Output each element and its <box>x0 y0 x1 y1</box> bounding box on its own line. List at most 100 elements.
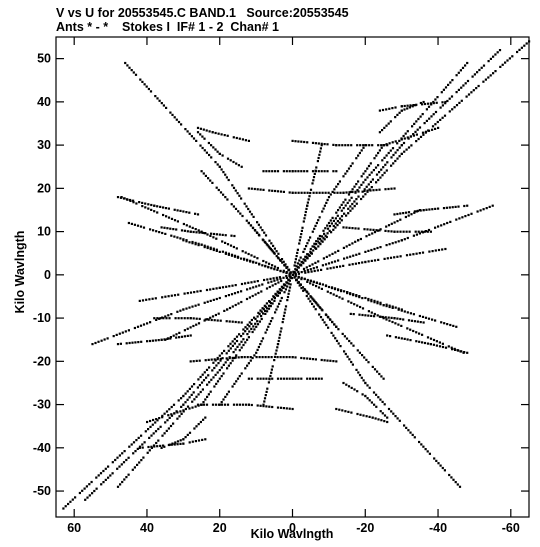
uv-track-point <box>449 220 452 223</box>
uv-track-point <box>78 491 81 495</box>
uv-arc-point <box>166 337 169 340</box>
uv-track-point <box>238 349 241 352</box>
uv-track-point <box>489 57 492 60</box>
uv-track-point <box>436 120 439 124</box>
uv-track-point <box>319 237 322 240</box>
uv-arc-point <box>383 126 386 129</box>
uv-arc-point <box>457 205 460 208</box>
uv-track-point <box>420 443 423 446</box>
uv-track-point <box>428 250 431 253</box>
uv-track-point <box>123 450 126 453</box>
uv-arc-point <box>262 377 265 380</box>
uv-track-point <box>455 74 458 77</box>
uv-arc-point <box>413 210 416 213</box>
uv-track-point <box>111 461 114 464</box>
uv-track-point <box>285 266 288 269</box>
uv-track-point <box>467 93 471 96</box>
uv-track-point <box>511 55 514 58</box>
uv-arc-point <box>300 356 303 360</box>
uv-arc-point <box>189 230 192 233</box>
plot-title: V vs U for 20553545.C BAND.1 Source:2055… <box>56 6 349 20</box>
uv-track-point <box>298 259 301 262</box>
uv-arc-point <box>421 341 424 344</box>
uv-arc-point <box>235 162 238 165</box>
uv-track-point <box>197 242 200 245</box>
uv-arc-point <box>173 208 176 211</box>
uv-track-point <box>370 248 373 252</box>
uv-arc-point <box>318 191 321 194</box>
uv-arc-point <box>162 444 165 447</box>
uv-track-point <box>206 318 209 321</box>
uv-track-point <box>268 300 271 303</box>
uv-arc-point <box>256 404 259 407</box>
uv-track-point <box>206 383 209 386</box>
uv-track-point <box>161 231 164 235</box>
uv-track-point <box>419 135 423 138</box>
uv-arc-point <box>326 170 329 173</box>
uv-track-point <box>233 292 237 295</box>
uv-track-point <box>358 295 361 298</box>
uv-track-point <box>133 223 136 226</box>
uv-track-point <box>128 445 131 448</box>
uv-track-point <box>447 345 450 348</box>
uv-track-point <box>165 106 168 109</box>
uv-track-point <box>360 197 363 201</box>
uv-track-point <box>269 302 273 305</box>
uv-track-point <box>299 256 302 259</box>
uv-arc-point <box>342 381 345 385</box>
uv-track-point <box>202 172 205 175</box>
uv-track-point <box>214 313 217 317</box>
uv-track-point <box>139 78 142 81</box>
uv-track-point <box>244 251 247 254</box>
uv-track-point <box>450 476 453 479</box>
uv-track-point <box>292 270 295 273</box>
uv-arc-point <box>144 202 147 205</box>
uv-track-point <box>317 286 321 289</box>
uv-track-point <box>382 166 385 169</box>
uv-track-point <box>240 290 243 293</box>
uv-track-point <box>145 298 148 301</box>
uv-track-point <box>332 334 335 337</box>
uv-track-point <box>284 288 287 291</box>
uv-track-point <box>130 69 133 72</box>
uv-track-point <box>248 210 252 213</box>
uv-track-point <box>209 316 212 319</box>
uv-track-point <box>286 295 290 299</box>
uv-arc-point <box>282 170 285 173</box>
uv-arc-point <box>341 144 344 147</box>
uv-track-point <box>348 358 351 361</box>
uv-arc-point <box>160 338 163 341</box>
uv-track-point <box>335 211 338 214</box>
uv-track-point <box>318 282 321 285</box>
uv-track-point <box>270 280 273 283</box>
uv-track-point <box>366 176 369 179</box>
uv-arc-point <box>403 104 406 108</box>
uv-track-point <box>311 263 314 266</box>
uv-arc-point <box>385 108 388 111</box>
uv-track-point <box>247 221 250 225</box>
uv-arc-point <box>342 191 345 194</box>
uv-track-point <box>222 193 225 196</box>
uv-track-point <box>278 302 281 305</box>
uv-track-point <box>259 309 262 312</box>
uv-track-point <box>270 298 274 301</box>
uv-track-point <box>300 278 303 281</box>
uv-track-point <box>400 152 403 155</box>
uv-arc-point <box>166 227 169 230</box>
uv-track-point <box>260 290 263 293</box>
uv-arc-point <box>188 441 191 444</box>
uv-track-point <box>294 258 297 261</box>
uv-track-point <box>179 237 182 240</box>
uv-track-point <box>249 359 252 362</box>
uv-track-point <box>398 139 401 142</box>
uv-track-point <box>343 257 346 260</box>
uv-arc-point <box>201 438 204 441</box>
uv-track-point <box>342 207 345 210</box>
uv-track-point <box>300 229 303 232</box>
x-tick-label: 0 <box>289 521 296 535</box>
uv-arc-point <box>204 416 207 419</box>
uv-arc-point <box>246 356 249 359</box>
uv-track-point <box>345 214 348 217</box>
uv-arc-point <box>261 356 264 359</box>
uv-track-point <box>358 374 362 377</box>
